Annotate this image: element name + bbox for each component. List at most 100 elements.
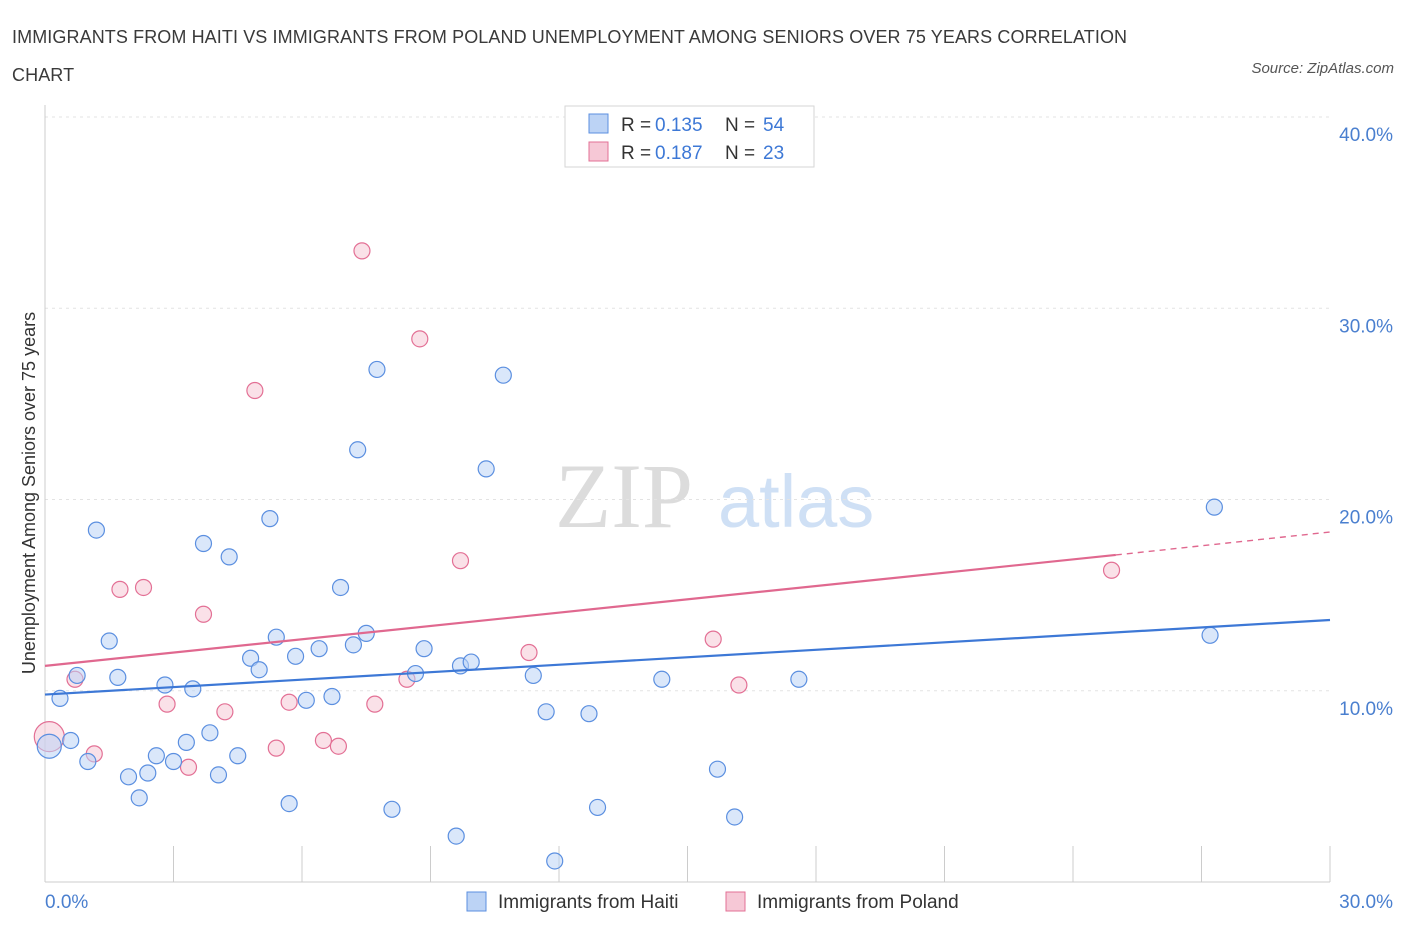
x-tick-label-min: 0.0% (45, 892, 88, 913)
data-point (704, 630, 722, 648)
series-legend: Immigrants from Haiti Immigrants from Po… (466, 891, 959, 913)
data-point (366, 695, 384, 713)
data-point (119, 768, 138, 786)
data-point (179, 758, 198, 776)
data-point (730, 676, 748, 694)
data-point (790, 670, 808, 688)
gridlines (45, 116, 1330, 692)
data-point (349, 441, 367, 459)
data-point (1102, 561, 1121, 579)
trend-lines (44, 531, 1331, 696)
data-point (246, 381, 264, 400)
data-point (344, 636, 362, 654)
data-point (261, 510, 279, 528)
data-point (216, 703, 234, 721)
series-legend-swatch-poland (725, 891, 746, 912)
data-point (242, 649, 260, 667)
watermark-zip: ZIP (555, 445, 693, 547)
data-point (62, 731, 80, 750)
data-point (201, 724, 219, 742)
data-point (194, 534, 213, 553)
series-legend-label-haiti: Immigrants from Haiti (498, 892, 679, 913)
data-point (524, 666, 542, 685)
data-point (329, 737, 348, 755)
data-point (580, 705, 598, 723)
data-point (411, 330, 429, 348)
data-point (68, 666, 86, 685)
data-point (537, 703, 555, 721)
data-point (267, 739, 285, 757)
legend-swatch-poland (588, 141, 609, 162)
data-point (280, 794, 298, 813)
series-legend-swatch-haiti (466, 891, 487, 912)
data-point (708, 760, 727, 778)
data-point (79, 752, 97, 771)
data-point (415, 640, 433, 658)
legend-n-value-poland: 23 (763, 143, 784, 164)
data-point (177, 733, 195, 751)
legend-r-value-haiti: 0.135 (655, 115, 703, 136)
data-point (220, 548, 238, 566)
data-point (158, 695, 176, 713)
data-point (353, 242, 371, 260)
data-point (184, 680, 202, 698)
legend-n-value-haiti: 54 (763, 115, 785, 136)
data-point (134, 578, 153, 597)
data-point (462, 653, 480, 671)
y-tick-labels: 10.0% 20.0% 30.0% 40.0% (1339, 125, 1393, 720)
data-point (546, 852, 564, 870)
data-point (109, 668, 127, 686)
legend-r-value-poland: 0.187 (655, 143, 703, 164)
source-note: Source: ZipAtlas.com (1251, 60, 1394, 77)
data-point (139, 764, 157, 782)
chart-title: IMMIGRANTS FROM HAITI VS IMMIGRANTS FROM… (12, 27, 1128, 85)
data-point (229, 747, 247, 765)
data-point (250, 661, 268, 679)
data-point (477, 460, 495, 478)
data-point (130, 789, 148, 807)
data-point (164, 752, 183, 771)
data-point (588, 798, 607, 817)
data-point (451, 552, 470, 570)
data-point (87, 521, 106, 539)
data-point (147, 747, 165, 765)
y-tick-label: 30.0% (1339, 316, 1393, 337)
trend-line-poland-extension (1115, 531, 1331, 556)
data-point (280, 693, 298, 711)
data-point (209, 766, 228, 784)
x-tick-marks (173, 846, 1331, 882)
data-point (156, 676, 174, 694)
data-point (368, 360, 386, 379)
data-point (111, 580, 129, 598)
trend-line-haiti (44, 618, 1331, 696)
data-point (323, 687, 341, 706)
data-point (36, 733, 62, 759)
data-point (297, 691, 315, 709)
poland-points (33, 242, 1121, 776)
x-tick-label-max: 30.0% (1339, 892, 1393, 913)
data-point (1201, 626, 1219, 644)
y-axis-label: Unemployment Among Seniors over 75 years (19, 312, 39, 674)
data-point (726, 808, 744, 826)
data-point (310, 640, 328, 658)
legend-r-label-poland: R = (621, 143, 651, 164)
data-point (653, 670, 671, 688)
data-point (314, 731, 333, 750)
y-tick-label: 10.0% (1339, 699, 1393, 720)
data-point (1205, 498, 1223, 516)
watermark-atlas: atlas (718, 460, 874, 543)
y-tick-label: 20.0% (1339, 508, 1393, 529)
y-tick-label: 40.0% (1339, 125, 1393, 146)
legend-swatch-haiti (588, 113, 609, 134)
series-legend-label-poland: Immigrants from Poland (757, 892, 959, 913)
data-point (520, 643, 538, 662)
data-point (331, 578, 350, 597)
data-point (383, 800, 401, 818)
data-point (100, 632, 118, 650)
data-point (494, 366, 512, 384)
data-point (194, 605, 213, 623)
legend-r-label-haiti: R = (621, 115, 651, 136)
trend-line-poland (44, 553, 1116, 667)
data-point (447, 827, 465, 845)
